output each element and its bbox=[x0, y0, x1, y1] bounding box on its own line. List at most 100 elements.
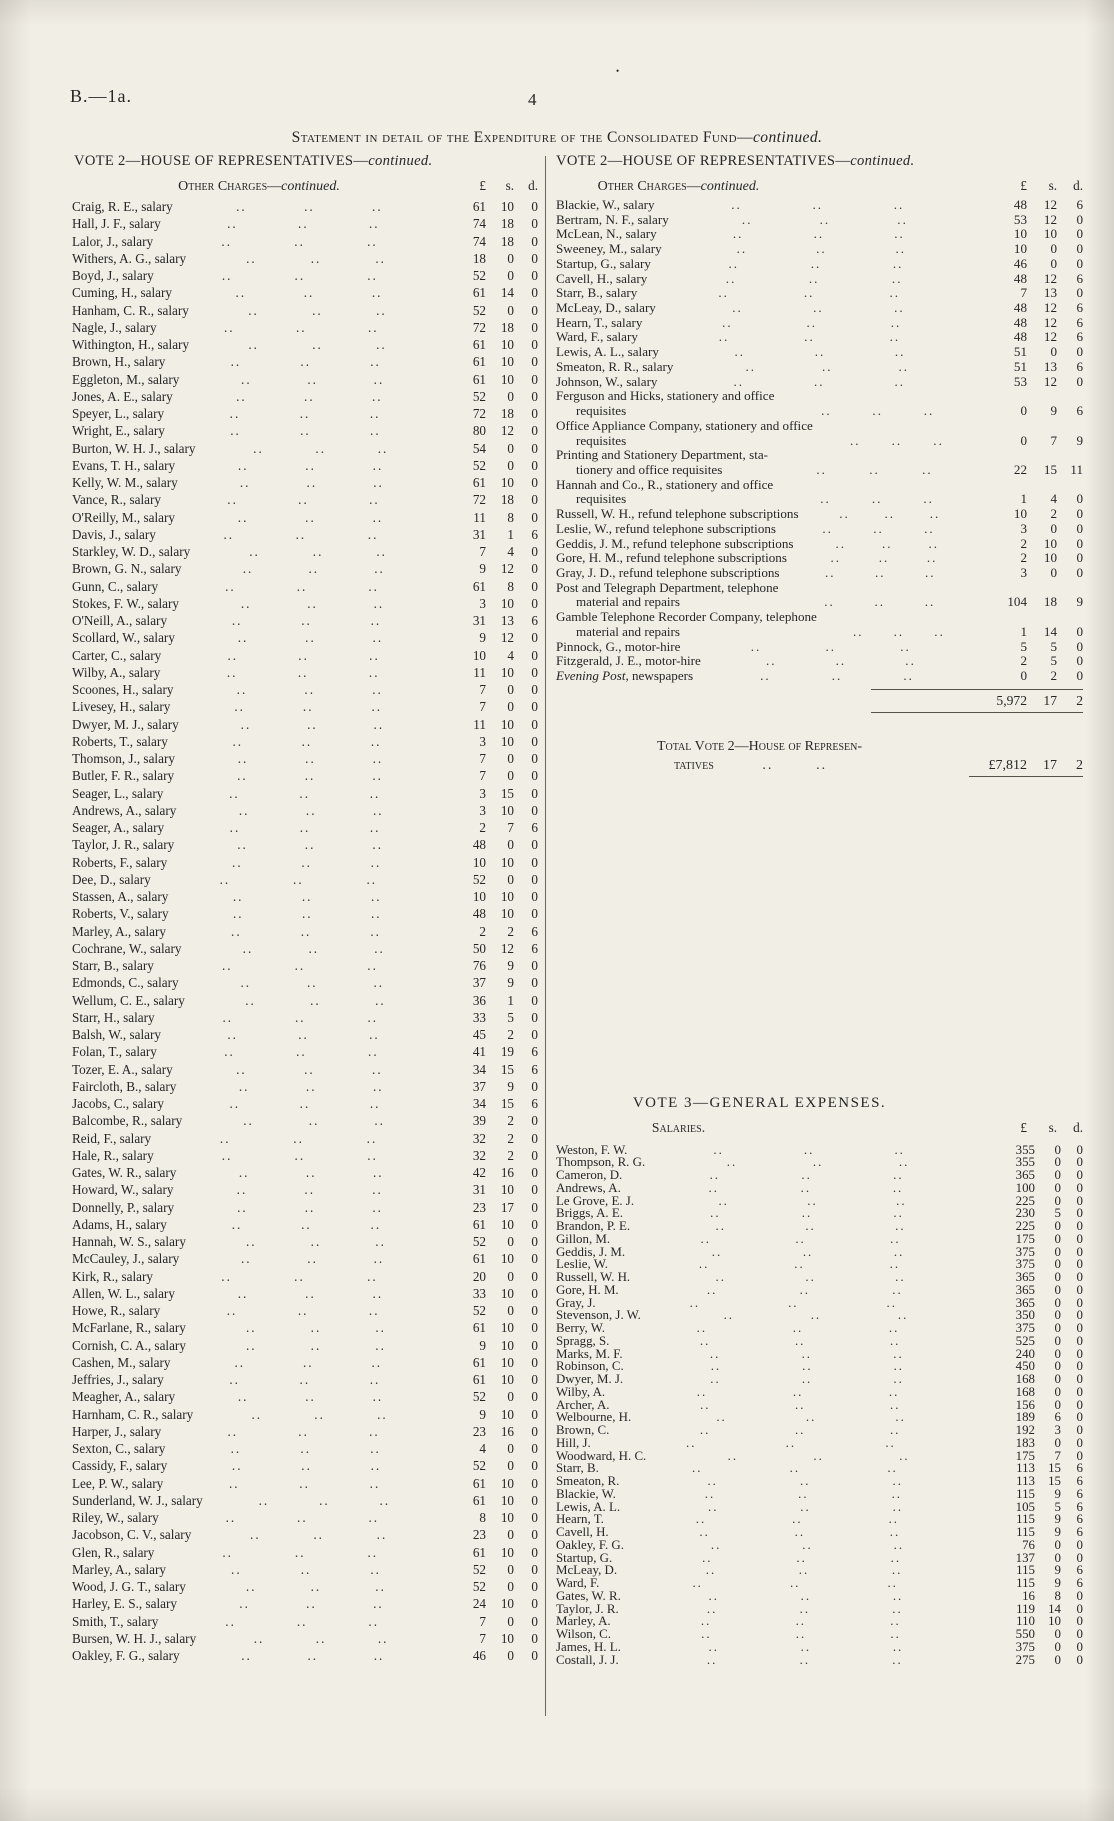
entry-shillings: 0 bbox=[1050, 344, 1057, 360]
dot-leader: ...... bbox=[248, 302, 387, 318]
entry-pence: 0 bbox=[531, 958, 538, 973]
entry-pounds: 365 bbox=[1015, 1168, 1035, 1183]
dot-leader: ...... bbox=[231, 613, 382, 628]
entry-pounds: 1 bbox=[1020, 623, 1027, 639]
dot-leader: ...... bbox=[242, 940, 385, 956]
table-row: Post and Telegraph Department, telephone… bbox=[556, 580, 1083, 610]
entry-amounts: 39 2 0 bbox=[446, 1112, 538, 1129]
table-row: Balsh, W., salary...... 45 2 0 bbox=[72, 1026, 538, 1043]
entry-shillings: 0 bbox=[1054, 1359, 1061, 1374]
entry-pounds: 10 bbox=[1013, 241, 1027, 257]
table-row: Butler, F. R., salary...... 7 0 0 bbox=[72, 767, 538, 784]
entry-pence: 0 bbox=[1076, 1537, 1083, 1552]
page-title-continued: continued. bbox=[752, 129, 823, 146]
table-row: Cassidy, F., salary...... 52 0 0 bbox=[72, 1457, 538, 1474]
left-section-heading-row: Other Charges—continued. £ s. d. bbox=[72, 178, 538, 198]
entry-shillings: 0 bbox=[1050, 255, 1057, 271]
entry-shillings: 0 bbox=[507, 1389, 514, 1405]
entry-name: Allen, W. L., salary bbox=[72, 1285, 175, 1301]
entry-pounds: 275 bbox=[1015, 1652, 1035, 1667]
entry-name: Cassidy, F., salary bbox=[72, 1458, 168, 1474]
entry-shillings: 0 bbox=[1050, 564, 1057, 580]
table-row: Costall, J. J....... 275 0 0 bbox=[556, 1652, 1083, 1667]
entry-pounds: 61 bbox=[472, 1475, 486, 1491]
entry-pence: 0 bbox=[1076, 285, 1083, 301]
entry-name: Andrews, A. bbox=[556, 1180, 621, 1195]
entry-pence: 0 bbox=[531, 406, 538, 421]
table-row: Stevenson, J. W....... 350 0 0 bbox=[556, 1309, 1083, 1322]
entry-pounds: 37 bbox=[472, 1078, 486, 1094]
entry-pounds: 61 bbox=[472, 371, 486, 387]
entry-name: Bertram, N. F., salary bbox=[556, 211, 669, 227]
entry-shillings: 9 bbox=[1054, 1512, 1061, 1527]
entry-pence: 0 bbox=[531, 802, 538, 818]
table-row: Scollard, W., salary...... 9 12 0 bbox=[72, 629, 538, 646]
entry-pence: 0 bbox=[531, 1113, 538, 1129]
entry-name: Starkley, W. D., salary bbox=[72, 544, 191, 559]
dot-leader: ...... bbox=[708, 1181, 904, 1195]
entry-name: Welbourne, H. bbox=[556, 1410, 632, 1425]
table-row: Stokes, F. W., salary...... 3 10 0 bbox=[72, 595, 538, 612]
entry-amounts: 230 5 0 bbox=[991, 1207, 1083, 1220]
entry-pounds: 45 bbox=[472, 1027, 486, 1042]
entry-amounts: 11 10 0 bbox=[446, 716, 538, 733]
entry-pounds: 9 bbox=[479, 1337, 486, 1353]
entry-amounts: 74 18 0 bbox=[446, 233, 538, 250]
entry-pence: 0 bbox=[1076, 255, 1083, 271]
entry-pence: 0 bbox=[1076, 564, 1083, 580]
entry-pence: 0 bbox=[1076, 1155, 1083, 1170]
table-row: Boyd, J., salary...... 52 0 0 bbox=[72, 267, 538, 284]
entry-pence: 0 bbox=[531, 509, 538, 525]
dot-leader: ...... bbox=[258, 1492, 391, 1508]
dot-leader: ...... bbox=[736, 242, 907, 257]
dot-leader: ...... bbox=[224, 319, 379, 335]
entry-pounds: 46 bbox=[1013, 255, 1027, 271]
entry-pounds: 2 bbox=[479, 923, 486, 939]
dot-leader: ...... bbox=[221, 1268, 378, 1284]
table-row: Blackie, W....... 115 9 6 bbox=[556, 1488, 1083, 1501]
entry-name: Sexton, C., salary bbox=[72, 1441, 166, 1456]
entry-pounds: 8 bbox=[479, 1510, 486, 1525]
entry-amounts: 18 0 0 bbox=[446, 250, 538, 267]
dot-leader: ...... bbox=[237, 751, 384, 766]
entry-pence: 0 bbox=[531, 1251, 538, 1267]
entry-pounds: 72 bbox=[472, 492, 486, 508]
entry-shillings: 12 bbox=[500, 561, 514, 577]
entry-name: Blackie, W. bbox=[556, 1486, 616, 1501]
entry-name: Bursen, W. H. J., salary bbox=[72, 1630, 197, 1646]
entry-shillings: 10 bbox=[500, 199, 514, 214]
entry-amounts: 192 3 0 bbox=[991, 1424, 1083, 1437]
entry-pounds: 48 bbox=[472, 906, 486, 922]
dot-leader: ...... bbox=[238, 1165, 384, 1180]
entry-name: Donnelly, P., salary bbox=[72, 1199, 175, 1215]
dot-leader: ...... bbox=[824, 595, 936, 610]
entry-name: James, H. L. bbox=[556, 1639, 621, 1654]
entry-pence: 0 bbox=[1076, 1244, 1083, 1259]
entry-name: Taylor, J. R. bbox=[556, 1601, 619, 1616]
entry-pounds: 525 bbox=[1015, 1333, 1035, 1348]
entry-amounts: 23 0 0 bbox=[446, 1526, 538, 1543]
table-row: Seager, A., salary...... 2 7 6 bbox=[72, 819, 538, 836]
entry-amounts: 61 10 0 bbox=[446, 1354, 538, 1371]
entry-name: Startup, G., salary bbox=[556, 255, 651, 271]
entry-shillings: 10 bbox=[500, 906, 514, 922]
entry-pence: 0 bbox=[531, 199, 538, 214]
entry-shillings: 10 bbox=[1048, 1614, 1061, 1629]
dot-leader: ...... bbox=[227, 1423, 380, 1439]
vote2-heading-right: VOTE 2—HOUSE OF REPRESENTATIVES—continue… bbox=[556, 153, 915, 169]
dot-leader: ...... bbox=[219, 1130, 378, 1146]
right-section-heading-row: Other Charges—continued. £ s. d. bbox=[556, 178, 1083, 198]
entry-shillings: 0 bbox=[1054, 1627, 1061, 1642]
dot-leader: ...... bbox=[700, 1232, 901, 1246]
entry-amounts: 9 12 0 bbox=[446, 629, 538, 646]
dot-leader: ...... bbox=[698, 1258, 901, 1272]
entry-pounds: 175 bbox=[1015, 1448, 1035, 1463]
entry-shillings: 0 bbox=[507, 768, 514, 784]
entry-amounts: 31 10 0 bbox=[446, 1181, 538, 1198]
entry-amounts: 0 7 9 bbox=[981, 433, 1083, 449]
vote3-heading: VOTE 3—GENERAL EXPENSES. bbox=[632, 1094, 887, 1111]
dot-leader: ...... bbox=[229, 785, 381, 801]
entry-pounds: 22 bbox=[1013, 461, 1027, 477]
entry-shillings: 12 bbox=[1043, 300, 1057, 316]
entry-name: Jacobson, C. V., salary bbox=[72, 1527, 192, 1543]
